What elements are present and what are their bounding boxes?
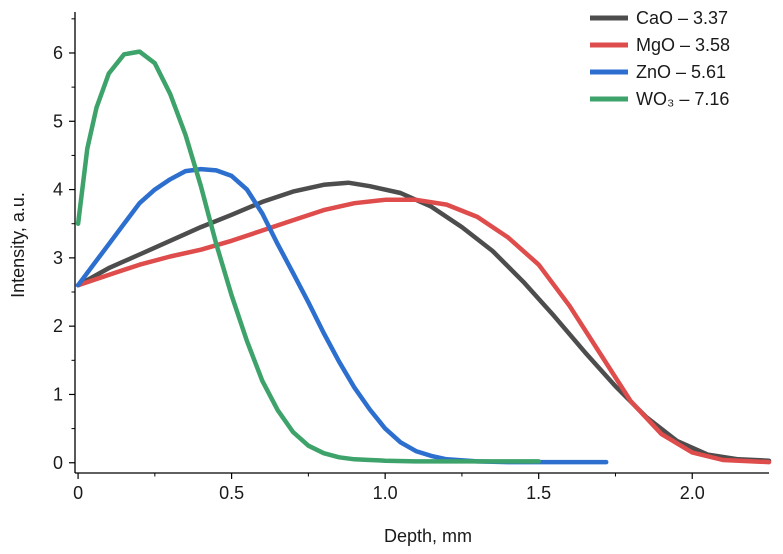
series-line-1: [75, 197, 772, 465]
legend-label-0: CaO – 3.37: [636, 8, 728, 28]
axes: [74, 12, 769, 474]
legend-label-3: WO₃ – 7.16: [636, 89, 729, 109]
x-tick-label: 0: [73, 483, 83, 503]
y-tick-label: 4: [53, 180, 63, 200]
x-tick-label: 2.0: [680, 483, 705, 503]
y-tick-label: 0: [53, 453, 63, 473]
series-line-2: [75, 166, 609, 465]
y-tick-label: 3: [53, 248, 63, 268]
y-axis-title: Intensity, a.u.: [8, 192, 28, 298]
legend-label-2: ZnO – 5.61: [636, 62, 726, 82]
x-axis-title: Depth, mm: [384, 526, 472, 546]
series-layer: [75, 49, 772, 465]
series-line-0: [75, 180, 772, 463]
y-tick-label: 2: [53, 316, 63, 336]
x-tick-label: 0.5: [219, 483, 244, 503]
x-tick-label: 1.5: [526, 483, 551, 503]
ticks: 0 0.5 1.0 1.5 2.0 0 1 2 3 4 5 6: [53, 18, 705, 503]
y-tick-label: 1: [53, 384, 63, 404]
legend: CaO – 3.37 MgO – 3.58 ZnO – 5.61 WO₃ – 7.16: [590, 8, 730, 109]
series-line-3: [75, 49, 541, 464]
x-tick-label: 1.0: [373, 483, 398, 503]
y-tick-label: 5: [53, 111, 63, 131]
legend-label-1: MgO – 3.58: [636, 35, 730, 55]
y-tick-label: 6: [53, 43, 63, 63]
